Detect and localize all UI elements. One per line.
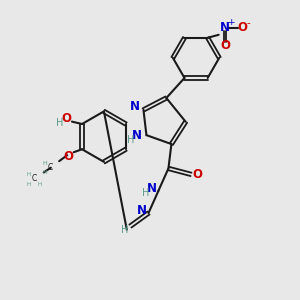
Text: -: - [247, 18, 250, 28]
Text: N: N [147, 182, 157, 194]
Text: H: H [26, 172, 30, 177]
Text: H: H [43, 161, 47, 166]
Text: C: C [32, 175, 37, 184]
Text: H: H [38, 182, 42, 187]
Text: O: O [64, 150, 74, 163]
Text: N: N [132, 129, 142, 142]
Text: +: + [227, 17, 234, 26]
Text: O: O [192, 169, 202, 182]
Text: H: H [142, 188, 149, 198]
Text: N: N [137, 204, 147, 217]
Text: H: H [56, 118, 64, 128]
Text: O: O [237, 22, 248, 34]
Text: N: N [220, 22, 230, 34]
Text: N: N [130, 100, 140, 113]
Text: H: H [26, 182, 30, 187]
Text: C: C [48, 163, 53, 172]
Text: H: H [121, 225, 128, 235]
Text: O: O [220, 39, 230, 52]
Text: O: O [61, 112, 72, 124]
Text: H: H [127, 136, 135, 146]
Text: H: H [43, 169, 47, 175]
